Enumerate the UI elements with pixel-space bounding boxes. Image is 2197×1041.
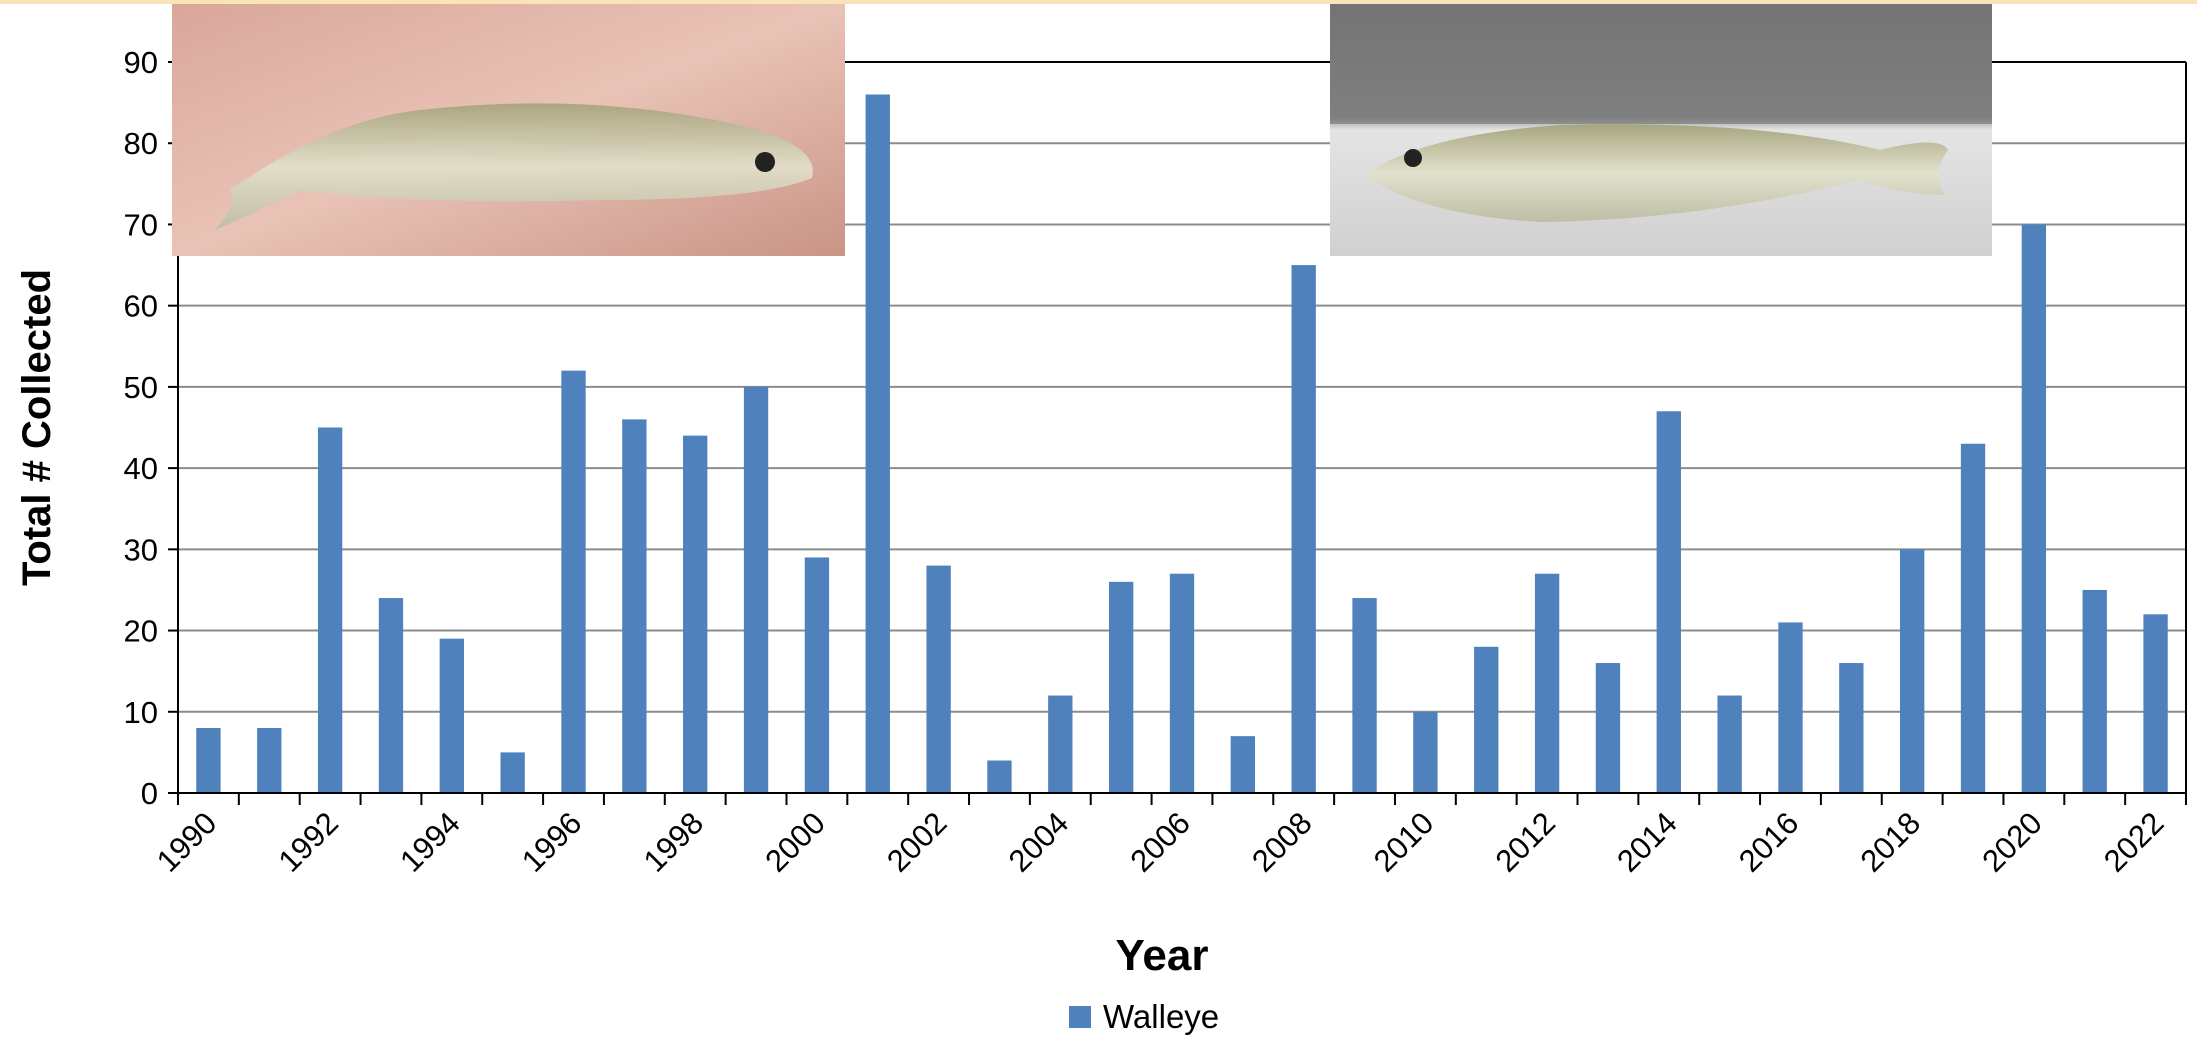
bar xyxy=(926,565,951,793)
x-tick-label: 2006 xyxy=(1123,805,1197,879)
y-tick-label: 60 xyxy=(124,289,158,324)
bar xyxy=(1960,443,1986,793)
bar xyxy=(987,760,1012,793)
photo-right xyxy=(1330,4,1992,256)
y-tick-label: 10 xyxy=(124,695,158,730)
y-tick-label: 30 xyxy=(124,532,158,567)
x-tick-label: 1992 xyxy=(272,805,346,879)
bar xyxy=(622,419,647,793)
x-tick-label: 2004 xyxy=(1002,805,1076,879)
bar xyxy=(1230,736,1256,793)
y-tick-label: 0 xyxy=(141,776,158,811)
bar xyxy=(500,752,525,793)
bar xyxy=(804,557,830,793)
bar xyxy=(1474,646,1499,793)
x-tick-label: 2020 xyxy=(1975,805,2049,879)
x-tick-label: 2002 xyxy=(880,805,954,879)
bar xyxy=(196,728,221,793)
y-tick-label: 90 xyxy=(124,45,158,80)
x-tick-label: 2012 xyxy=(1489,805,1563,879)
bar xyxy=(561,370,586,793)
bar xyxy=(2021,224,2047,793)
bar xyxy=(1717,695,1742,793)
bar xyxy=(865,94,890,793)
bar xyxy=(1900,549,1925,793)
photo-left xyxy=(172,4,845,256)
y-tick-label: 80 xyxy=(124,126,158,161)
bar xyxy=(439,638,464,793)
bar xyxy=(1778,622,1803,793)
bar xyxy=(1352,598,1377,793)
bar xyxy=(1656,411,1681,793)
x-axis-title: Year xyxy=(1116,931,1209,980)
x-tick-label: 2008 xyxy=(1245,805,1319,879)
bar xyxy=(2082,589,2107,793)
bar xyxy=(2143,614,2168,793)
bar xyxy=(1048,695,1073,793)
x-tick-label: 2018 xyxy=(1854,805,1928,879)
bar xyxy=(1839,663,1864,793)
x-tick-label: 1990 xyxy=(150,805,224,879)
bar xyxy=(257,728,282,793)
x-tick-label: 1994 xyxy=(393,805,467,879)
x-tick-label: 1996 xyxy=(515,805,589,879)
x-tick-label: 2014 xyxy=(1610,805,1684,879)
bar xyxy=(1291,265,1316,793)
x-tick-label: 2016 xyxy=(1732,805,1806,879)
x-tick-label: 1998 xyxy=(637,805,711,879)
y-axis-title: Total # Collected xyxy=(15,269,59,586)
y-tick-label: 40 xyxy=(124,451,158,486)
y-tick-label: 70 xyxy=(124,207,158,242)
bar xyxy=(1534,573,1560,793)
bar xyxy=(378,598,404,793)
legend-swatch xyxy=(1069,1006,1091,1028)
x-tick-label: 2000 xyxy=(758,805,832,879)
bar xyxy=(743,386,769,793)
bar xyxy=(683,435,708,793)
bar xyxy=(1108,581,1134,793)
y-tick-label: 20 xyxy=(124,614,158,649)
x-tick-label: 2010 xyxy=(1367,805,1441,879)
x-tick-label: 2022 xyxy=(2097,805,2171,879)
top-border xyxy=(0,0,2197,4)
legend-label: Walleye xyxy=(1103,998,1219,1035)
bar xyxy=(317,427,343,793)
bar xyxy=(1595,663,1621,793)
y-tick-label: 50 xyxy=(124,370,158,405)
bar xyxy=(1413,711,1438,793)
bar xyxy=(1169,573,1195,793)
